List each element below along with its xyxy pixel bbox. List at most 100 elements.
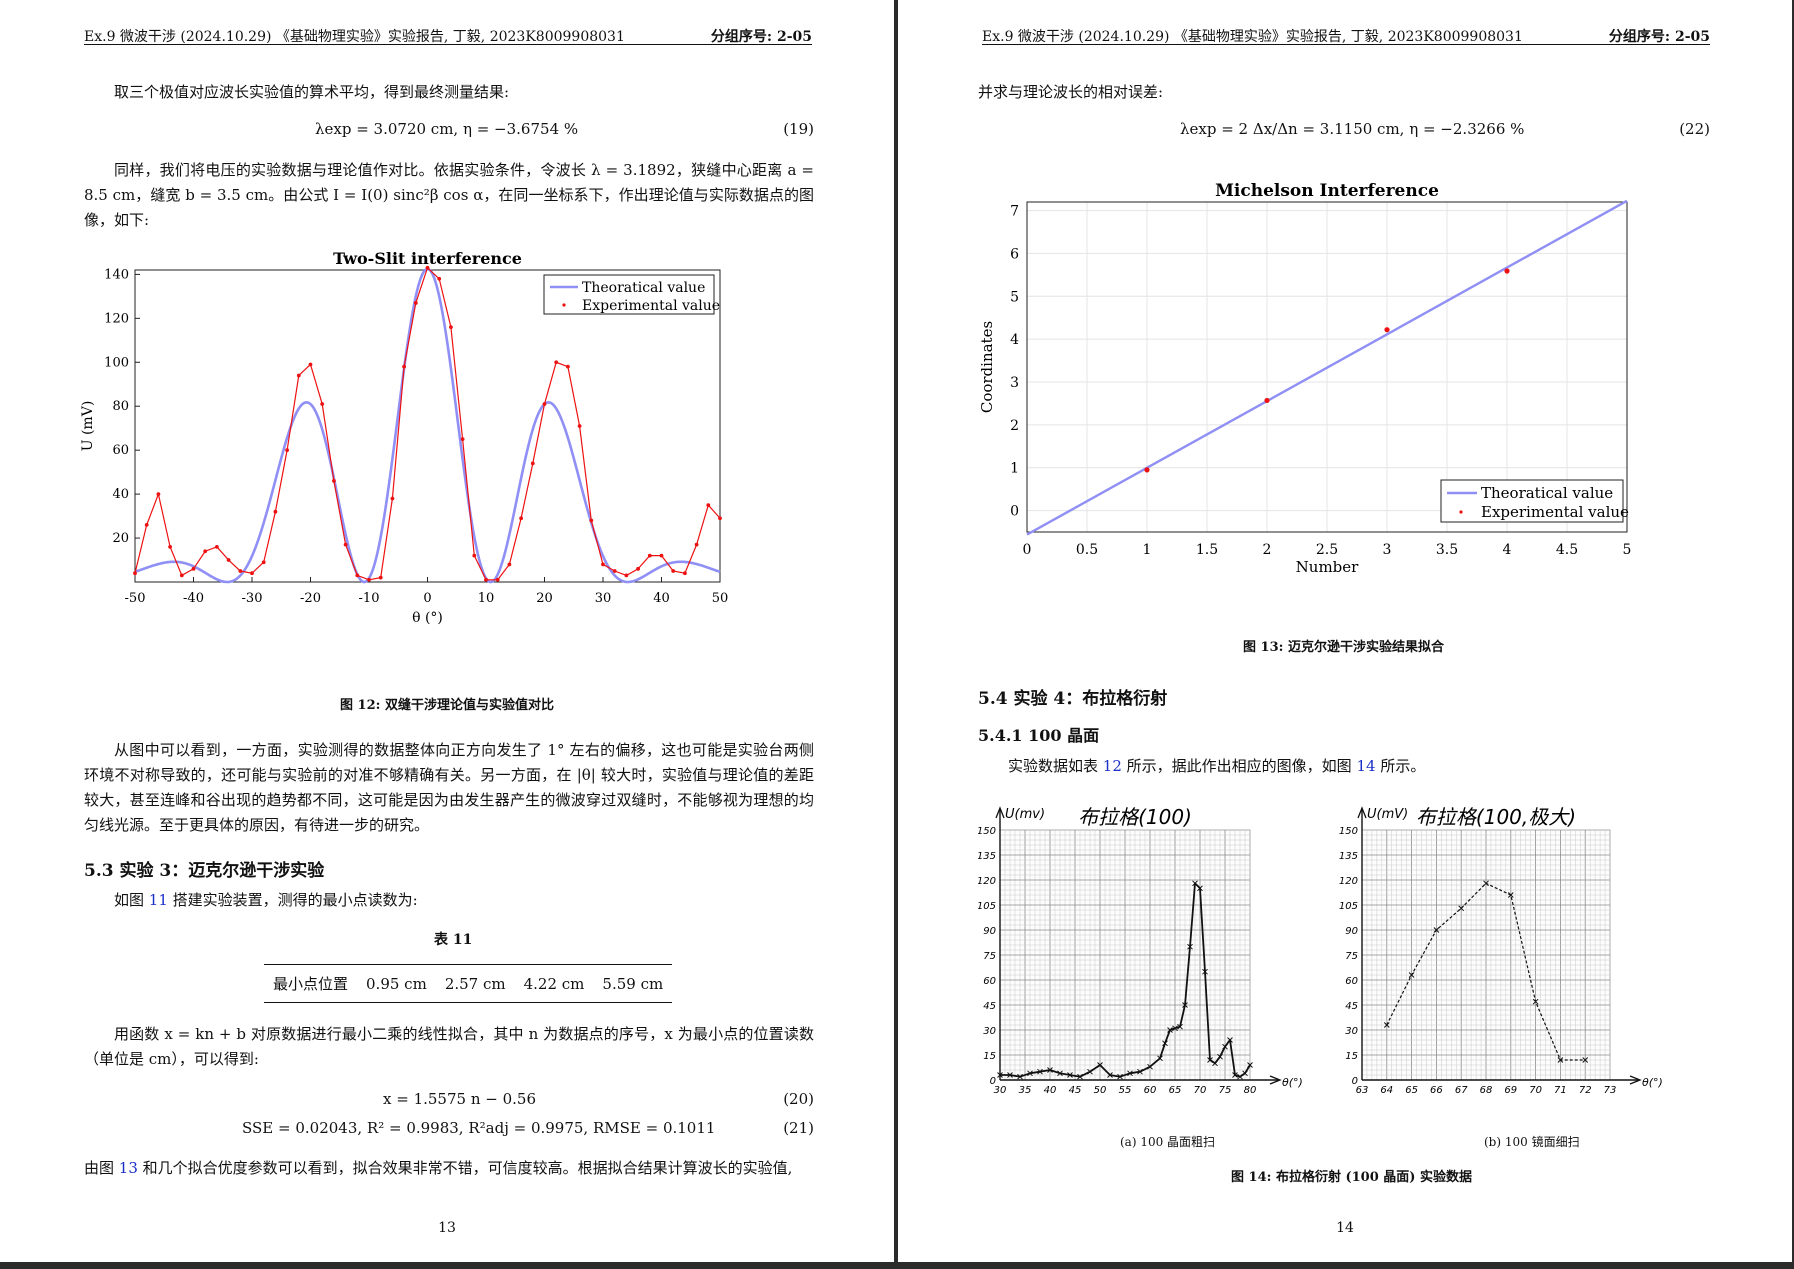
data-point bbox=[1532, 998, 1539, 1005]
data-point bbox=[425, 265, 430, 270]
x-axis-arrow bbox=[1629, 1075, 1642, 1085]
plot-frame bbox=[134, 269, 721, 583]
data-point bbox=[320, 402, 325, 406]
data-point bbox=[1147, 1063, 1153, 1070]
data-point bbox=[1483, 880, 1489, 887]
data-point bbox=[1127, 1070, 1133, 1077]
y-tick-label: 90 bbox=[983, 926, 996, 937]
y-tick-label: 2 bbox=[1010, 418, 1019, 434]
data-point bbox=[1384, 327, 1390, 333]
y-tick-label: 45 bbox=[1345, 1001, 1358, 1012]
legend-label-theory: Theoratical value bbox=[582, 280, 705, 296]
data-point bbox=[250, 571, 254, 576]
fit-paragraph: 用函数 x = kn + b 对原数据进行最小二乘的线性拟合，其中 n 为数据点… bbox=[84, 1025, 814, 1068]
data-point bbox=[133, 571, 137, 576]
x-tick-label: 65 bbox=[1405, 1085, 1418, 1096]
x-tick-label: 40 bbox=[653, 591, 670, 606]
fit-line bbox=[1026, 199, 1628, 536]
data-point bbox=[308, 362, 313, 367]
x-axis-arrow bbox=[1269, 1075, 1282, 1085]
data-point bbox=[1192, 880, 1198, 887]
figure-13-link[interactable]: 13 bbox=[118, 1159, 138, 1177]
data-point bbox=[530, 461, 535, 466]
data-point bbox=[1172, 1025, 1178, 1032]
closing-text-b: 和几个拟合优度参数可以看到，拟合效果非常不错，可信度较高。根据拟合结果计算波长的… bbox=[142, 1159, 793, 1177]
y-axis-label: U(mv) bbox=[1005, 807, 1045, 822]
data-point bbox=[402, 364, 406, 369]
data-point bbox=[285, 448, 289, 453]
data-point bbox=[1582, 1057, 1589, 1063]
data-point bbox=[1237, 1073, 1243, 1080]
x-tick-label: 2.5 bbox=[1316, 542, 1338, 558]
data-point bbox=[554, 360, 559, 365]
figure-12-caption: 图 12: 双缝干涉理论值与实验值对比 bbox=[340, 698, 554, 713]
x-tick-label: 63 bbox=[1356, 1085, 1369, 1096]
y-tick-label: 15 bbox=[1345, 1051, 1358, 1062]
data-text-a: 实验数据如表 bbox=[1008, 757, 1099, 775]
table-cell: 最小点位置 bbox=[264, 964, 358, 1003]
data-point bbox=[1264, 397, 1270, 404]
two-slit-chart: -50 -40 -30 -20 -10 0 10 20 30 40 50 20 40 60 80 100 120… bbox=[80, 249, 729, 626]
x-tick-label: 40 bbox=[1044, 1085, 1057, 1096]
x-tick-label: 70 bbox=[1194, 1085, 1207, 1096]
data-point bbox=[612, 569, 617, 573]
data-point bbox=[1162, 1040, 1168, 1047]
header-right: 分组序号: 2-05 bbox=[1608, 29, 1710, 45]
data-point bbox=[1027, 1070, 1033, 1077]
x-tick-label: 4 bbox=[1503, 542, 1512, 558]
data-point bbox=[296, 373, 301, 378]
data-point bbox=[495, 577, 500, 582]
intro-text: 并求与理论波长的相对误差: bbox=[978, 83, 1164, 101]
data-point bbox=[332, 479, 336, 483]
table-row: 最小点位置 0.95 cm 2.57 cm 4.22 cm 5.59 cm bbox=[264, 964, 673, 1003]
sketch-title: 布拉格(100,极大) bbox=[1416, 805, 1576, 829]
data-point bbox=[261, 560, 266, 565]
data-point bbox=[1217, 1053, 1223, 1060]
x-tick-label: 5 bbox=[1623, 542, 1632, 558]
x-tick-label: 50 bbox=[712, 591, 729, 606]
data-point bbox=[1242, 1070, 1248, 1077]
x-tick-label: 66 bbox=[1430, 1085, 1443, 1096]
y-tick-label: 4 bbox=[1010, 332, 1019, 348]
figure-14-link[interactable]: 14 bbox=[1356, 757, 1376, 775]
bragg-coarse-sketch: U(mv) 布拉格(100) θ(°) 0 15 30 45 60 75 90 105 120 135 1… bbox=[978, 805, 1303, 1096]
y-tick-label: 0 bbox=[1010, 504, 1019, 520]
legend-swatch-experimental bbox=[1459, 510, 1463, 514]
legend-box bbox=[543, 274, 715, 315]
table-12-link[interactable]: 12 bbox=[1102, 757, 1122, 775]
table-cell: 2.57 cm bbox=[435, 964, 515, 1003]
table-11-title: 表 11 bbox=[434, 932, 473, 948]
data-point bbox=[1137, 1068, 1143, 1075]
legend-label-experimental: Experimental value bbox=[1481, 503, 1629, 521]
x-tick-label: 1 bbox=[1143, 542, 1152, 558]
table-cell: 5.59 cm bbox=[593, 964, 673, 1003]
data-point bbox=[203, 549, 208, 554]
y-axis-arrow bbox=[995, 806, 1005, 819]
y-tick-label: 150 bbox=[1339, 826, 1358, 837]
header-right: 分组序号: 2-05 bbox=[710, 29, 812, 45]
x-tick-label: 69 bbox=[1504, 1085, 1517, 1096]
y-tick-label: 105 bbox=[978, 901, 996, 912]
section-5-3-heading: 5.3 实验 3：迈克尔逊干涉实验 bbox=[84, 861, 325, 881]
table-11: 最小点位置 0.95 cm 2.57 cm 4.22 cm 5.59 cm bbox=[264, 964, 673, 1003]
data-text-b: 所示，据此作出相应的图像，如图 bbox=[1126, 757, 1352, 775]
data-point bbox=[449, 325, 453, 330]
y-axis-label: Coordinates bbox=[978, 321, 996, 413]
x-tick-label: 71 bbox=[1554, 1085, 1567, 1096]
x-tick-label: 35 bbox=[1019, 1085, 1032, 1096]
y-tick-label: 150 bbox=[978, 826, 996, 837]
data-point bbox=[413, 301, 418, 305]
data-point bbox=[1097, 1062, 1103, 1068]
data-point bbox=[1557, 1057, 1564, 1063]
figure-14-caption: 图 14: 布拉格衍射 (100 晶面) 实验数据 bbox=[1231, 1170, 1472, 1185]
data-point bbox=[156, 492, 161, 497]
data-point bbox=[378, 575, 383, 580]
figure-11-link[interactable]: 11 bbox=[148, 891, 168, 909]
x-tick-label: 55 bbox=[1119, 1085, 1132, 1096]
data-text-c: 所示。 bbox=[1380, 757, 1426, 775]
data-point bbox=[1222, 1043, 1228, 1050]
data-point bbox=[1117, 1073, 1123, 1080]
data-point bbox=[624, 573, 629, 578]
y-tick-label: 6 bbox=[1010, 246, 1019, 262]
x-tick-label: 30 bbox=[595, 591, 612, 606]
